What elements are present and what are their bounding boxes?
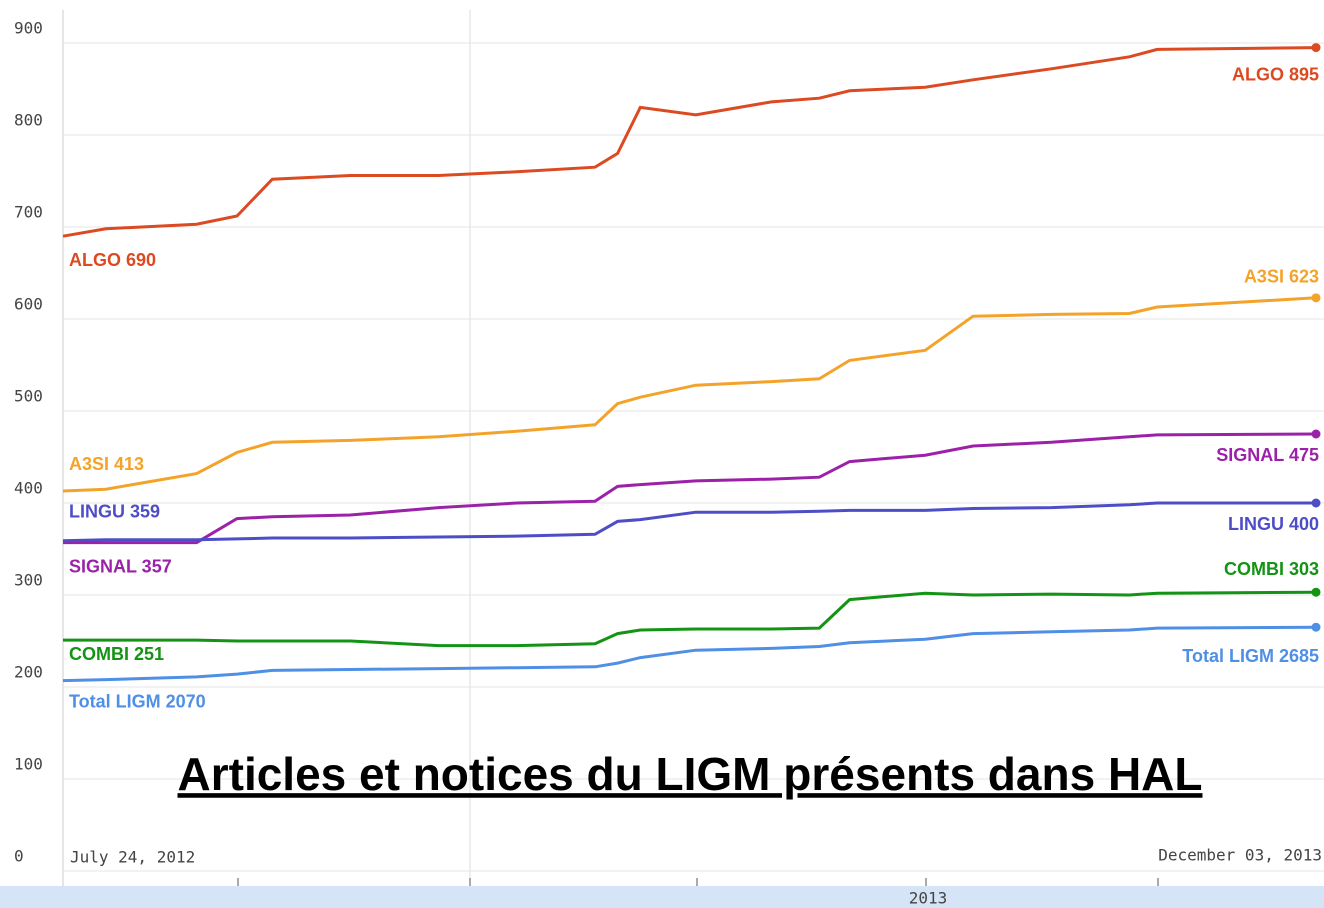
end-label: Total LIGM 2685 xyxy=(1182,646,1319,666)
y-tick-label: 800 xyxy=(14,111,43,130)
y-tick-label: 500 xyxy=(14,387,43,406)
end-point xyxy=(1311,293,1321,303)
chart-title: Articles et notices du LIGM présents dan… xyxy=(178,748,1203,800)
end-date: December 03, 2013 xyxy=(1158,846,1322,865)
y-tick-label: 700 xyxy=(14,203,43,222)
end-point xyxy=(1311,498,1321,508)
end-label: A3SI 623 xyxy=(1244,267,1319,287)
end-point xyxy=(1311,429,1321,439)
y-tick-label: 300 xyxy=(14,571,43,590)
end-point xyxy=(1311,587,1321,597)
start-label: COMBI 251 xyxy=(69,644,164,664)
series-line xyxy=(62,296,1317,493)
time-band xyxy=(0,886,1324,908)
series-line xyxy=(62,625,1317,683)
end-label: ALGO 895 xyxy=(1232,64,1319,84)
end-point xyxy=(1311,622,1321,632)
y-tick-label: 600 xyxy=(14,295,43,314)
end-label: SIGNAL 475 xyxy=(1216,445,1319,465)
y-tick-label: 200 xyxy=(14,663,43,682)
series-line xyxy=(63,590,1317,648)
y-tick-label: 0 xyxy=(14,847,24,866)
series-line xyxy=(62,46,1317,238)
start-label: LINGU 359 xyxy=(69,501,160,521)
start-label: Total LIGM 2070 xyxy=(69,691,206,711)
end-label: COMBI 303 xyxy=(1224,559,1319,579)
end-label: LINGU 400 xyxy=(1228,514,1319,534)
end-point xyxy=(1311,43,1321,53)
start-label: SIGNAL 357 xyxy=(69,556,172,576)
start-date: July 24, 2012 xyxy=(70,848,195,867)
y-tick-label: 100 xyxy=(14,755,43,774)
series-line xyxy=(62,501,1316,543)
y-tick-label: 400 xyxy=(14,479,43,498)
y-tick-label: 900 xyxy=(14,19,43,38)
series-line xyxy=(63,432,1317,545)
start-label: A3SI 413 xyxy=(69,454,144,474)
year-label: 2013 xyxy=(909,889,948,908)
time-ticks xyxy=(237,878,1159,886)
start-label: ALGO 690 xyxy=(69,250,156,270)
